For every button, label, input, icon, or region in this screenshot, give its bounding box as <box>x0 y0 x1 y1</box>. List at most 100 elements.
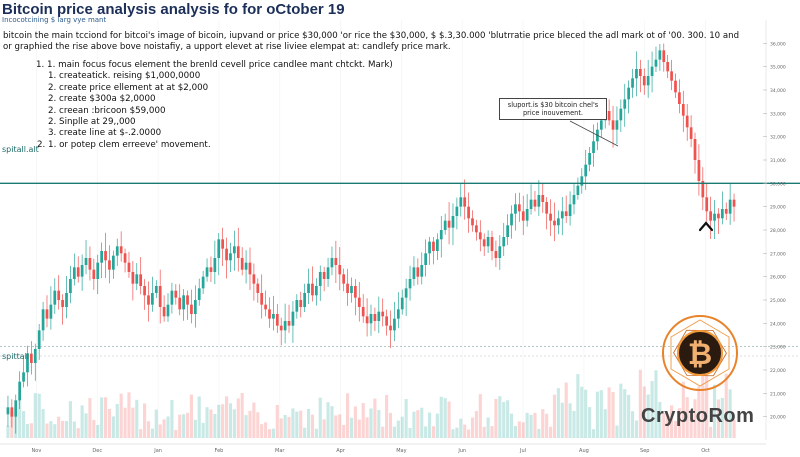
price-tick-label: 36,000 <box>770 41 786 47</box>
candle-body <box>143 286 146 296</box>
candle-body <box>307 283 310 293</box>
volume-bar <box>662 413 666 438</box>
volume-bar <box>701 374 705 438</box>
volume-bar <box>506 400 510 438</box>
volume-bar <box>349 417 354 438</box>
volume-bar <box>135 399 139 438</box>
candle-body <box>705 197 709 212</box>
volume-bar <box>22 411 26 438</box>
support-label-bottom: spittall <box>2 352 30 361</box>
volume-bar <box>166 416 170 438</box>
time-tick-label: Jan <box>153 448 162 454</box>
volume-bar <box>732 419 736 438</box>
volume-bar <box>412 411 416 438</box>
candle-body <box>537 195 541 207</box>
volume-bar <box>41 409 45 438</box>
list-item: 2. create price ellement at at $2,000 <box>48 82 209 93</box>
candle-body <box>545 202 549 214</box>
volume-bar <box>478 394 482 438</box>
candle-body <box>498 246 502 258</box>
candle-body <box>197 288 201 300</box>
time-tick-label: Dec <box>92 448 102 454</box>
candle-body <box>541 195 545 202</box>
price-tick-label: 33,000 <box>770 111 786 117</box>
candle-body <box>599 120 603 130</box>
volume-bar <box>392 426 396 438</box>
candle-body <box>275 314 279 326</box>
candle-body <box>72 267 76 279</box>
volume-bar <box>365 417 369 438</box>
candle-body <box>482 239 486 247</box>
volume-bar <box>61 420 65 438</box>
volume-bar <box>549 426 553 438</box>
candle-body <box>30 353 33 363</box>
volume-bar <box>244 415 248 438</box>
volume-bar <box>373 398 377 438</box>
volume-bar <box>443 398 447 438</box>
candle-body <box>439 230 443 240</box>
candle-body <box>318 272 322 286</box>
candle-body <box>717 213 720 219</box>
candle-body <box>41 309 45 331</box>
candle-body <box>459 197 463 207</box>
volume-bar <box>213 413 217 438</box>
volume-bar <box>724 373 728 438</box>
volume-bar <box>232 409 236 438</box>
volume-bar <box>564 382 568 438</box>
list-item: 2. Sinplle at 29,,000 <box>48 117 136 128</box>
volume-bar <box>185 412 190 438</box>
volume-bar <box>595 391 599 438</box>
volume-bar <box>630 411 635 438</box>
candle-body <box>685 115 689 128</box>
volume-bar <box>314 428 318 438</box>
candle-body <box>33 349 37 363</box>
candle-body <box>701 181 705 198</box>
candle-body <box>205 267 209 277</box>
volume-bar <box>697 386 701 438</box>
volume-bar <box>654 370 658 438</box>
volume-bar <box>279 418 283 438</box>
volume-bar <box>599 390 603 438</box>
candle-body <box>553 220 556 226</box>
volume-bar <box>470 417 475 438</box>
volume-bar <box>119 393 123 438</box>
volume-bar <box>353 406 357 438</box>
volume-bar <box>720 397 724 438</box>
volume-bar <box>29 423 33 438</box>
candle-body <box>295 300 299 312</box>
candle-body <box>84 258 88 265</box>
candle-body <box>646 76 650 86</box>
volume-bar <box>435 413 439 438</box>
volume-bar <box>100 397 104 438</box>
candle-body <box>244 262 248 270</box>
volume-bar <box>646 394 650 438</box>
time-tick-label: Sep <box>640 448 649 454</box>
candle-body <box>689 127 693 139</box>
volume-bar <box>455 427 459 438</box>
candle-body <box>272 314 275 319</box>
candle-body <box>393 318 396 331</box>
volume-bar <box>681 381 685 438</box>
candle-body <box>568 204 572 216</box>
volume-bar <box>634 420 639 438</box>
candle-body <box>467 206 470 219</box>
candle-body <box>147 295 150 305</box>
candle-body <box>104 251 107 261</box>
volume-bar <box>197 396 201 438</box>
list-item: 3. create line at $-.2.0000 <box>48 128 162 139</box>
volume-bar <box>638 369 642 438</box>
volume-bar <box>642 386 646 438</box>
volume-bar <box>498 396 502 438</box>
candle-body <box>139 274 143 286</box>
candle-body <box>166 304 170 317</box>
volume-bar <box>205 407 209 438</box>
volume-bar <box>580 386 584 438</box>
volume-bar <box>64 421 69 438</box>
volume-bar <box>264 422 268 438</box>
candle-body <box>670 71 673 81</box>
candle-body <box>654 59 658 67</box>
candle-body <box>396 309 400 319</box>
candle-body <box>475 225 478 233</box>
candle-body <box>123 253 127 263</box>
candle-body <box>299 300 303 307</box>
